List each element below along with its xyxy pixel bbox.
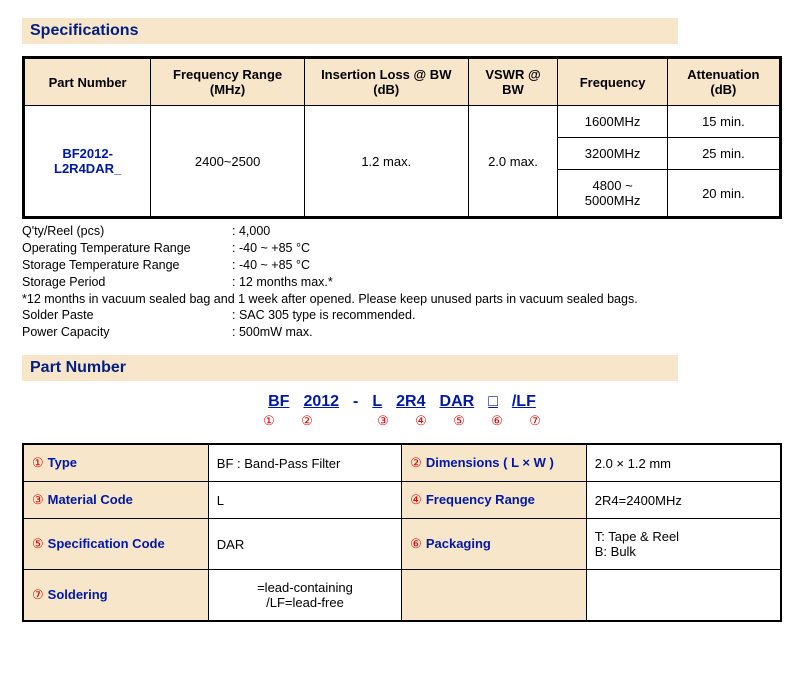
pn-idx-6: ⑥: [485, 413, 509, 429]
lg-1-num2: ④: [410, 492, 422, 507]
cell-vswr: 2.0 max.: [468, 106, 558, 218]
th-part-number: Part Number: [24, 58, 151, 106]
notes-block: Q'ty/Reel (pcs)4,000 Operating Temperatu…: [22, 223, 782, 341]
note-footnote: *12 months in vacuum sealed bag and 1 we…: [22, 291, 782, 308]
th-insertion-loss: Insertion Loss @ BW (dB): [304, 58, 468, 106]
cell-freq-range: 2400~2500: [151, 106, 305, 218]
lg-0-val: BF : Band-Pass Filter: [208, 444, 401, 482]
note-power-val: 500mW max.: [232, 324, 313, 341]
th-attenuation: Attenuation (dB): [667, 58, 780, 106]
pn-idx-0: ①: [257, 413, 281, 429]
lg-0-val2: 2.0 × 1.2 mm: [586, 444, 781, 482]
lg-3-val: =lead-containing /LF=lead-free: [208, 570, 401, 622]
note-power-label: Power Capacity: [22, 324, 232, 341]
th-frequency: Frequency: [558, 58, 667, 106]
pn-seg-3: L: [372, 393, 382, 411]
lg-2-label: Specification Code: [48, 536, 165, 551]
partnumber-indices: ① ② ③ ④ ⑤ ⑥ ⑦: [22, 413, 782, 429]
pn-seg-6: □: [488, 393, 498, 411]
note-qty-val: 4,000: [232, 223, 270, 240]
lg-3-label2-cell: [402, 570, 587, 622]
th-freq-range: Frequency Range (MHz): [151, 58, 305, 106]
cell-atten-freq-0: 1600MHz: [558, 106, 667, 138]
th-vswr: VSWR @ BW: [468, 58, 558, 106]
pn-idx-3: ③: [371, 413, 395, 429]
pn-seg-7: /LF: [512, 393, 536, 411]
cell-atten-freq-1: 3200MHz: [558, 138, 667, 170]
specifications-table: Part Number Frequency Range (MHz) Insert…: [22, 56, 782, 219]
section-title-partnumber: Part Number: [22, 355, 678, 381]
note-stperiod-label: Storage Period: [22, 274, 232, 291]
lg-1-label2: Frequency Range: [426, 492, 535, 507]
lg-3-num: ⑦: [32, 587, 44, 602]
lg-3-val2-cell: [586, 570, 781, 622]
note-sttemp-label: Storage Temperature Range: [22, 257, 232, 274]
section-title-specifications: Specifications: [22, 18, 678, 44]
cell-atten-db-0: 15 min.: [667, 106, 780, 138]
pn-idx-7: ⑦: [523, 413, 547, 429]
pn-idx-2: [333, 413, 357, 429]
legend-table: ① Type BF : Band-Pass Filter ② Dimensions …: [22, 443, 782, 622]
note-qty-label: Q'ty/Reel (pcs): [22, 223, 232, 240]
lg-1-val2: 2R4=2400MHz: [586, 482, 781, 519]
cell-part-number[interactable]: BF2012-L2R4DAR_: [24, 106, 151, 218]
note-sttemp-val: -40 ~ +85 °C: [232, 257, 310, 274]
note-optemp-val: -40 ~ +85 °C: [232, 240, 310, 257]
lg-0-num2: ②: [410, 455, 422, 470]
pn-seg-2: -: [353, 393, 358, 411]
pn-seg-4: 2R4: [396, 393, 425, 411]
lg-2-num2: ⑥: [410, 536, 422, 551]
note-stperiod-val: 12 months max.*: [232, 274, 333, 291]
pn-idx-4: ④: [409, 413, 433, 429]
pn-seg-0: BF: [268, 393, 289, 411]
lg-2-num: ⑤: [32, 536, 44, 551]
lg-0-num: ①: [32, 455, 44, 470]
pn-idx-1: ②: [295, 413, 319, 429]
pn-seg-5: DAR: [440, 393, 475, 411]
note-solder-label: Solder Paste: [22, 307, 232, 324]
lg-0-label: Type: [48, 455, 77, 470]
partnumber-segments: BF 2012 - L 2R4 DAR □ /LF: [22, 393, 782, 411]
note-optemp-label: Operating Temperature Range: [22, 240, 232, 257]
lg-2-val: DAR: [208, 519, 401, 570]
lg-2-val2: T: Tape & Reel B: Bulk: [586, 519, 781, 570]
lg-1-label: Material Code: [48, 492, 133, 507]
note-solder-val: SAC 305 type is recommended.: [232, 307, 415, 324]
lg-0-label2: Dimensions ( L × W ): [426, 455, 554, 470]
lg-2-label2: Packaging: [426, 536, 491, 551]
cell-atten-freq-2: 4800 ~ 5000MHz: [558, 170, 667, 218]
cell-atten-db-2: 20 min.: [667, 170, 780, 218]
pn-idx-5: ⑤: [447, 413, 471, 429]
lg-3-label: Soldering: [48, 587, 108, 602]
cell-atten-db-1: 25 min.: [667, 138, 780, 170]
lg-1-num: ③: [32, 492, 44, 507]
cell-insertion-loss: 1.2 max.: [304, 106, 468, 218]
lg-1-val: L: [208, 482, 401, 519]
pn-seg-1: 2012: [303, 393, 339, 411]
